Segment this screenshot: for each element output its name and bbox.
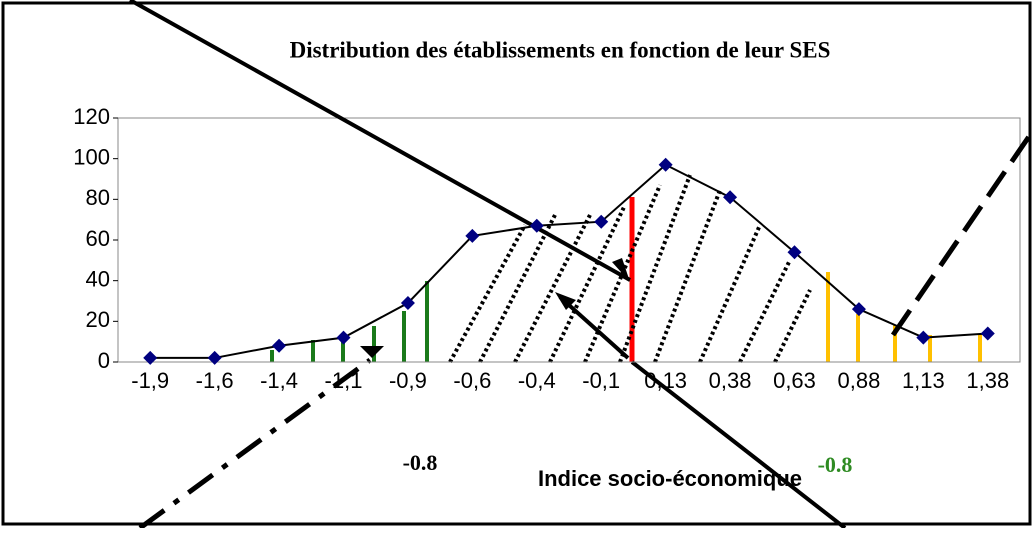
marker xyxy=(594,214,609,229)
marker xyxy=(207,350,222,365)
marker xyxy=(272,338,287,353)
marker xyxy=(658,157,673,172)
annotation: -0.8 xyxy=(818,452,853,477)
x-tick-label: -0,9 xyxy=(389,368,427,393)
decorations xyxy=(129,0,1033,531)
x-tick-label: 0,38 xyxy=(709,368,752,393)
marker xyxy=(787,245,802,260)
marker xyxy=(851,302,866,317)
plot-area xyxy=(117,117,1021,363)
marker xyxy=(916,330,931,345)
marker xyxy=(723,190,738,205)
y-tick-label: 100 xyxy=(73,144,110,169)
marker xyxy=(465,228,480,243)
y-tick-label: 20 xyxy=(86,307,110,332)
x-tick-label: -1,9 xyxy=(131,368,169,393)
x-tick-label: -1,1 xyxy=(325,368,363,393)
marker xyxy=(980,326,995,341)
x-tick-label: 1,38 xyxy=(966,368,1009,393)
marker xyxy=(400,296,415,311)
x-tick-label: -0,1 xyxy=(582,368,620,393)
marker xyxy=(529,218,544,233)
x-tick-label: 0,13 xyxy=(644,368,687,393)
x-tick-label: -0,6 xyxy=(453,368,491,393)
x-tick-label: 1,13 xyxy=(902,368,945,393)
x-tick-label: 0,63 xyxy=(773,368,816,393)
y-tick-label: 0 xyxy=(98,348,110,373)
x-axis-label: Indice socio-économique xyxy=(538,466,802,491)
marker xyxy=(143,350,158,365)
y-tick-label: 60 xyxy=(86,226,110,251)
y-tick-label: 80 xyxy=(86,185,110,210)
x-tick-label: -1,6 xyxy=(196,368,234,393)
chart-title: Distribution des établissements en fonct… xyxy=(290,37,831,62)
x-tick-label: -0,4 xyxy=(518,368,556,393)
marker xyxy=(336,330,351,345)
y-tick-label: 120 xyxy=(73,104,110,129)
x-tick-label: -1,4 xyxy=(260,368,298,393)
x-tick-label: 0,88 xyxy=(838,368,881,393)
y-tick-label: 40 xyxy=(86,266,110,291)
line xyxy=(150,163,988,359)
annotation: -0.8 xyxy=(403,450,438,475)
